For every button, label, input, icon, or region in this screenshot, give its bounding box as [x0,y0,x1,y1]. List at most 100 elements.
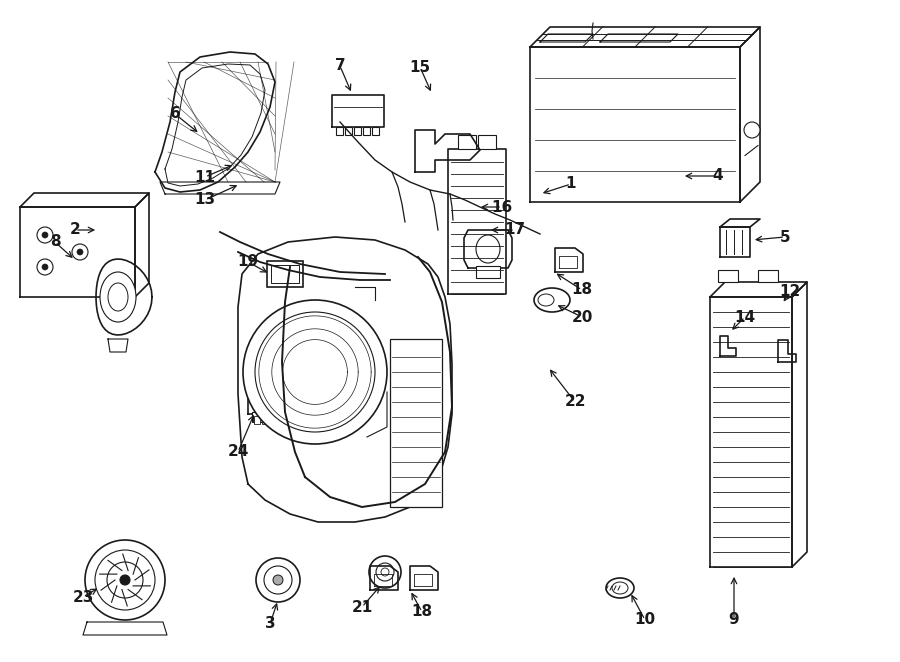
Bar [254,416,260,424]
Circle shape [376,563,394,581]
Text: 18: 18 [411,604,433,620]
Circle shape [95,550,155,610]
Circle shape [42,264,48,270]
Text: 9: 9 [729,612,739,628]
Text: 11: 11 [194,169,215,185]
Polygon shape [740,27,760,202]
Polygon shape [778,340,796,362]
Polygon shape [20,207,135,297]
Text: 22: 22 [564,395,586,410]
Bar [478,135,496,149]
Polygon shape [792,282,807,567]
Bar [476,266,500,278]
Polygon shape [83,622,167,635]
Bar [718,270,738,282]
Text: 21: 21 [351,600,373,614]
Bar [458,135,476,149]
Bar [262,416,268,424]
Ellipse shape [100,272,136,322]
Text: 5: 5 [779,230,790,244]
Bar [363,127,370,135]
Text: 8: 8 [50,234,60,250]
Circle shape [107,562,143,598]
Polygon shape [410,566,438,590]
Text: 12: 12 [779,285,801,299]
Text: 7: 7 [335,58,346,73]
Text: 17: 17 [504,222,526,238]
Polygon shape [238,237,452,522]
Bar [372,127,379,135]
Circle shape [256,558,300,602]
Bar [271,265,299,283]
Polygon shape [710,297,792,567]
Polygon shape [160,182,280,194]
Circle shape [85,540,165,620]
Polygon shape [530,27,760,47]
Polygon shape [720,227,750,257]
Polygon shape [720,219,760,227]
Polygon shape [374,574,392,586]
Circle shape [369,556,401,588]
Circle shape [381,568,389,576]
Polygon shape [559,256,577,268]
Circle shape [243,300,387,444]
Circle shape [120,575,130,585]
Polygon shape [555,248,583,272]
Ellipse shape [538,294,554,306]
Text: 2: 2 [69,222,80,238]
Circle shape [37,259,53,275]
Text: 6: 6 [169,107,180,122]
Ellipse shape [612,582,628,594]
Text: 14: 14 [734,310,756,324]
Polygon shape [135,193,149,297]
Circle shape [42,232,48,238]
Polygon shape [332,95,384,127]
Text: 16: 16 [491,199,513,214]
Text: 4: 4 [713,169,724,183]
Bar [354,127,361,135]
Text: 13: 13 [194,193,216,207]
Ellipse shape [534,288,570,312]
Polygon shape [540,34,593,42]
Text: 3: 3 [265,616,275,632]
Polygon shape [464,230,512,268]
Polygon shape [530,47,740,202]
Bar [252,412,274,422]
Bar [758,270,778,282]
Ellipse shape [108,283,128,311]
Polygon shape [370,566,398,590]
Bar [336,127,343,135]
Polygon shape [96,259,152,335]
Polygon shape [448,149,506,294]
Text: 1: 1 [566,177,576,191]
Bar [390,339,442,507]
Text: 18: 18 [572,283,592,297]
Circle shape [264,566,292,594]
Polygon shape [414,574,432,586]
Bar [270,416,276,424]
Bar [267,261,303,287]
Text: 20: 20 [572,310,593,324]
Circle shape [744,122,760,138]
Bar [345,127,352,135]
Polygon shape [108,339,128,352]
Text: 23: 23 [72,589,94,604]
Polygon shape [600,34,678,42]
Circle shape [273,575,283,585]
Circle shape [37,227,53,243]
Text: 24: 24 [228,444,248,459]
Text: 19: 19 [238,254,258,269]
Text: 15: 15 [410,60,430,75]
Ellipse shape [476,235,500,263]
Circle shape [77,249,83,255]
Text: 10: 10 [634,612,655,628]
Polygon shape [415,130,480,172]
Polygon shape [720,336,736,356]
Polygon shape [248,372,278,414]
Polygon shape [155,52,275,192]
Ellipse shape [606,578,634,598]
Circle shape [255,312,375,432]
Polygon shape [20,193,149,207]
Circle shape [72,244,88,260]
Polygon shape [710,282,807,297]
